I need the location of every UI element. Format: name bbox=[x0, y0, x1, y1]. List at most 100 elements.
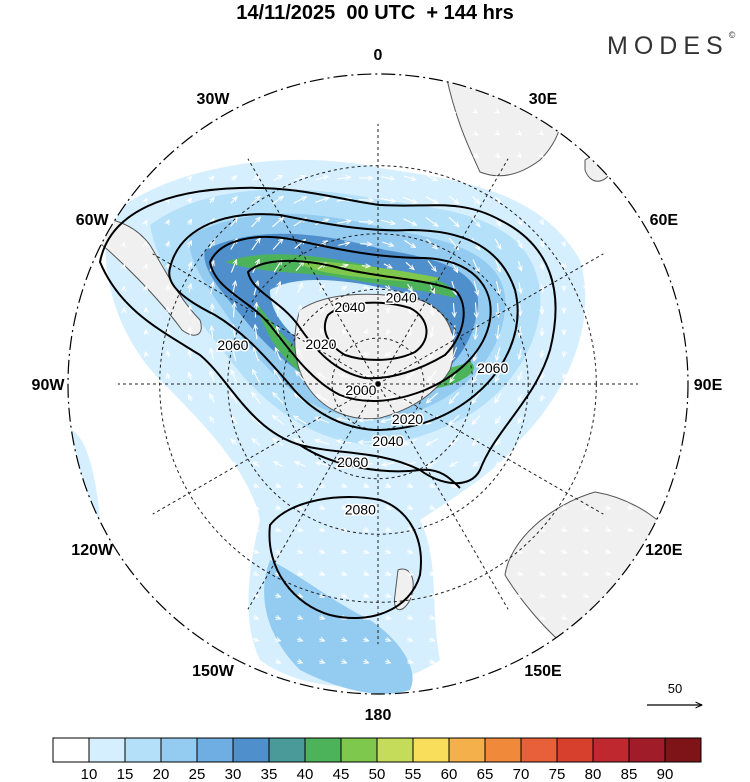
wind-vector bbox=[297, 573, 302, 575]
wind-vector bbox=[427, 260, 436, 272]
wind-vector bbox=[539, 551, 544, 553]
wind-vector bbox=[318, 133, 326, 134]
wind-vector bbox=[319, 485, 324, 487]
longitude-label: 150E bbox=[524, 663, 562, 680]
wind-vector bbox=[363, 573, 368, 575]
wind-vector bbox=[80, 397, 81, 400]
colorbar-swatch bbox=[340, 737, 378, 763]
wind-vector bbox=[294, 439, 307, 446]
contour-2080 bbox=[268, 496, 422, 620]
wind-vector bbox=[605, 485, 610, 487]
wind-vector bbox=[253, 551, 258, 553]
wind-vector bbox=[495, 415, 502, 424]
wind-vector bbox=[517, 595, 522, 597]
wind-vector bbox=[402, 196, 417, 203]
land-south-america bbox=[89, 218, 202, 336]
wind-vector bbox=[319, 529, 324, 531]
wind-vector bbox=[341, 661, 346, 663]
wind-vector bbox=[167, 220, 170, 224]
colorbar-swatch bbox=[196, 737, 234, 763]
colorbar-swatch bbox=[592, 737, 630, 763]
wind-vector bbox=[319, 573, 324, 575]
wind-vector bbox=[297, 551, 302, 553]
wind-vector bbox=[564, 285, 565, 290]
wind-vector bbox=[561, 507, 566, 509]
wind-vector bbox=[428, 133, 435, 135]
wind-vector bbox=[143, 573, 148, 575]
wind-vector bbox=[630, 375, 631, 378]
wind-vector bbox=[167, 263, 168, 269]
wind-vector bbox=[361, 266, 370, 267]
wind-vector bbox=[146, 352, 147, 356]
wind-vector bbox=[363, 551, 368, 553]
colorbar-swatch bbox=[412, 737, 450, 763]
wind-vector bbox=[519, 348, 521, 359]
wind-vector bbox=[232, 133, 235, 135]
wind-vector bbox=[563, 441, 565, 444]
wind-vector bbox=[337, 419, 352, 422]
wind-vector bbox=[363, 507, 368, 509]
colorbar-tick-label: 60 bbox=[441, 766, 458, 782]
contour-2060-outer bbox=[98, 186, 557, 485]
wind-vector bbox=[449, 392, 460, 403]
wind-vector bbox=[472, 438, 480, 446]
wind-vector bbox=[209, 507, 214, 509]
colorbar-swatch bbox=[304, 737, 342, 763]
colorbar-swatch bbox=[232, 737, 270, 763]
wind-vector bbox=[496, 155, 500, 158]
wind-vector bbox=[318, 373, 327, 380]
wind-vector bbox=[338, 243, 349, 246]
vector-reference: 50 bbox=[647, 681, 702, 705]
wind-vector bbox=[339, 265, 348, 268]
wind-vector bbox=[561, 573, 566, 575]
wind-vector bbox=[406, 133, 414, 135]
wind-vector bbox=[385, 286, 390, 290]
colorbar-tick-label: 65 bbox=[477, 766, 494, 782]
wind-vector bbox=[123, 419, 124, 422]
wind-vector bbox=[495, 595, 500, 597]
wind-vector bbox=[448, 195, 459, 204]
wind-vector bbox=[321, 329, 323, 336]
wind-vector bbox=[562, 418, 565, 422]
wind-vector bbox=[451, 617, 456, 619]
colorbar-tick-label: 25 bbox=[189, 766, 206, 782]
wind-vector bbox=[341, 286, 346, 289]
wind-vector bbox=[209, 551, 214, 553]
wind-vector bbox=[586, 374, 587, 378]
wind-vector bbox=[518, 416, 522, 423]
wind-vector bbox=[209, 485, 214, 487]
wind-vector bbox=[342, 330, 345, 334]
wind-vector bbox=[275, 485, 280, 487]
wind-vector bbox=[383, 263, 392, 268]
wind-vector bbox=[517, 617, 522, 619]
colorbar-swatch bbox=[520, 737, 558, 763]
contour-2000-inner bbox=[323, 301, 428, 361]
wind-vector bbox=[520, 326, 521, 338]
wind-vector bbox=[209, 617, 214, 619]
wind-vector bbox=[252, 175, 260, 182]
wind-vector bbox=[541, 155, 543, 158]
wind-vector bbox=[387, 307, 389, 312]
wind-vector bbox=[253, 507, 258, 509]
wind-vector bbox=[605, 529, 610, 531]
wind-vector bbox=[539, 529, 544, 531]
wind-vector bbox=[382, 241, 393, 246]
wind-vector bbox=[451, 529, 456, 531]
wind-vector bbox=[209, 529, 214, 531]
wind-vector bbox=[630, 419, 631, 422]
wind-vector bbox=[517, 573, 522, 575]
wind-vector bbox=[230, 260, 236, 273]
wind-vector bbox=[231, 393, 238, 404]
wind-vector bbox=[275, 348, 282, 361]
wind-vector bbox=[294, 416, 307, 425]
colorbar-swatch bbox=[88, 737, 126, 763]
colorbar-swatch bbox=[628, 737, 666, 763]
wind-vector bbox=[585, 177, 587, 180]
wind-vector bbox=[495, 617, 500, 619]
wind-vector bbox=[473, 507, 478, 509]
wind-vector bbox=[230, 370, 238, 383]
wind-vector bbox=[473, 529, 478, 531]
wind-vector bbox=[563, 155, 565, 157]
wind-vector bbox=[253, 281, 258, 296]
